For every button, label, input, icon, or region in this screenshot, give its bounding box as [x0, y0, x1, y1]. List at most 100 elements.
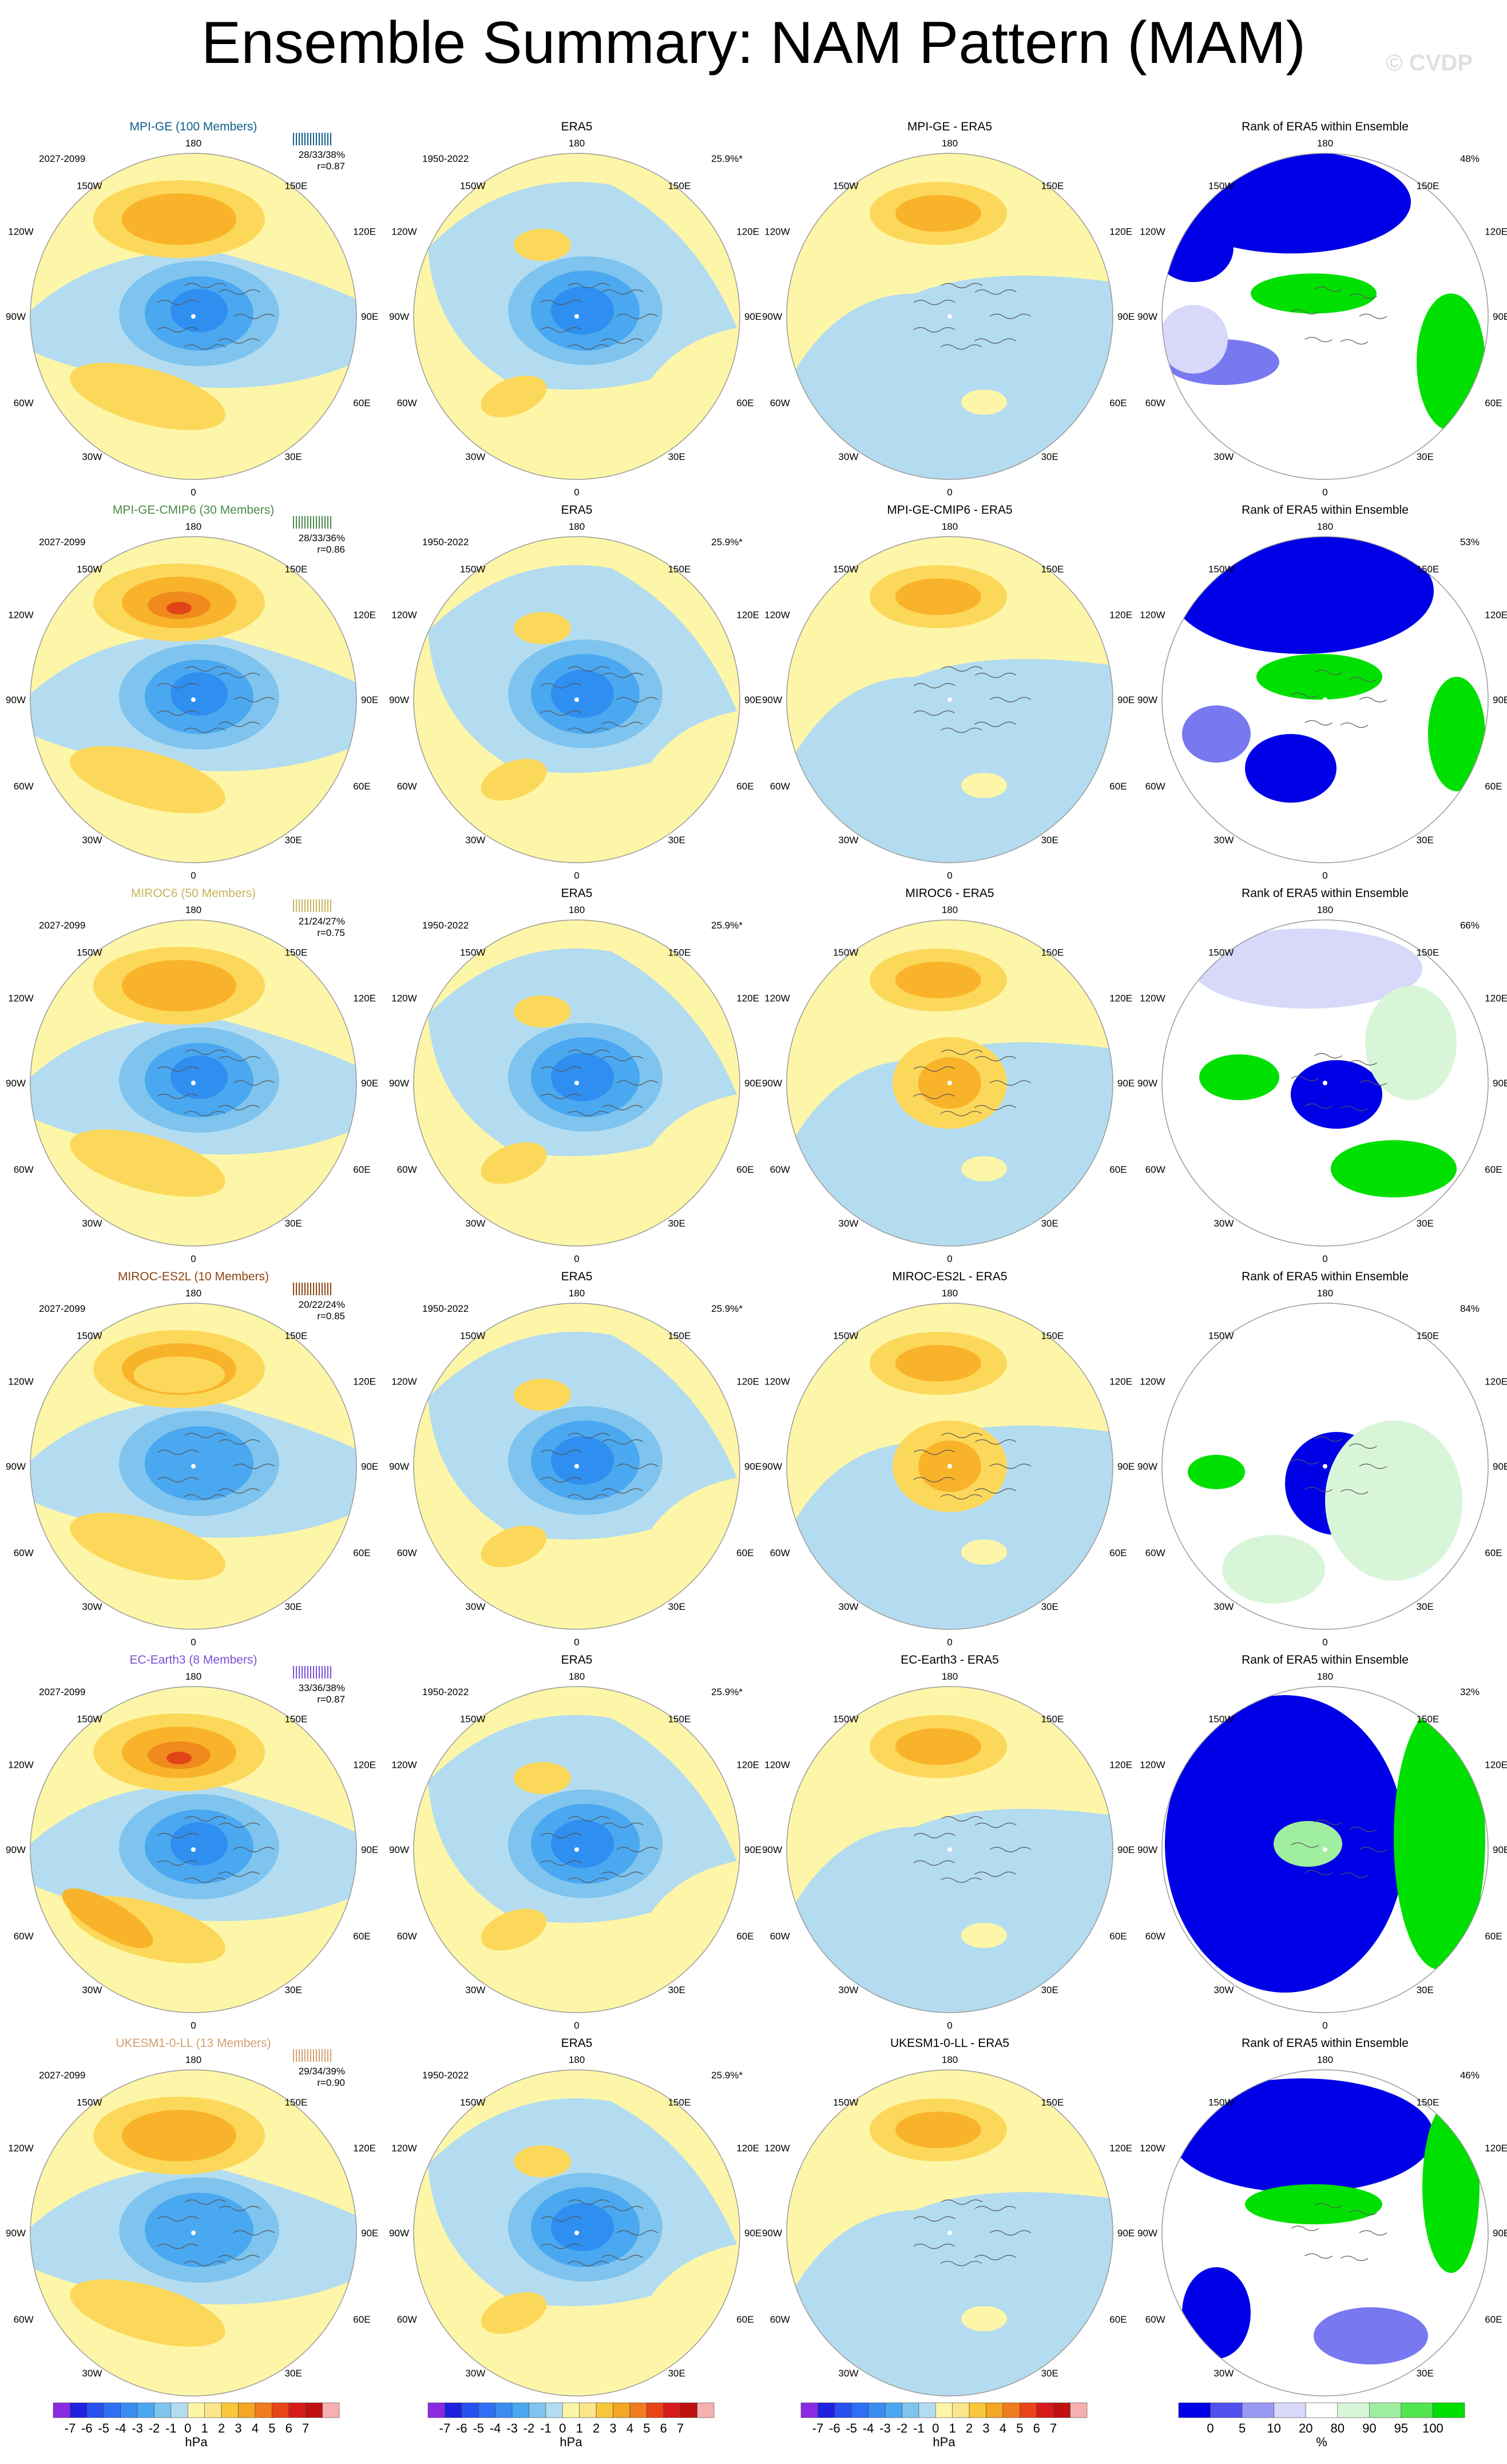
- longitude-label: 90E: [361, 1461, 378, 1472]
- difference-title: MPI-GE-CMIP6 - ERA5: [887, 503, 1012, 517]
- difference-panel: 180 0 150W 150E 120W 120E 90W 90E 60W 60E 30W 30E MP…: [762, 120, 1135, 498]
- map-boundary: [413, 1303, 740, 1630]
- era5-variance: 25.9%*: [711, 1687, 743, 1697]
- longitude-label: 150W: [77, 564, 102, 575]
- longitude-label: 150E: [1417, 1714, 1439, 1725]
- longitude-label: 60W: [770, 781, 790, 792]
- longitude-label: 180: [185, 904, 201, 915]
- longitude-label: 90E: [1493, 2228, 1507, 2239]
- longitude-label: 150W: [1208, 181, 1234, 192]
- longitude-label: 180: [942, 1288, 958, 1299]
- model-period: 2027-2099: [39, 537, 85, 547]
- colorbar-tick-label: 20: [1299, 2421, 1312, 2435]
- longitude-label: 120E: [1485, 1376, 1507, 1387]
- colorbar-swatch: [629, 2402, 647, 2418]
- longitude-label: 60W: [14, 398, 34, 408]
- era5-variance: 25.9%*: [711, 537, 743, 547]
- longitude-label: 60E: [1485, 1164, 1502, 1175]
- era5-variance: 25.9%*: [711, 1303, 743, 1314]
- colorbar-tick-label: 1: [576, 2421, 583, 2435]
- longitude-label: 90E: [1493, 695, 1507, 705]
- longitude-label: 90W: [1137, 1844, 1157, 1855]
- longitude-label: 120W: [391, 227, 417, 237]
- longitude-label: 0: [1322, 2020, 1327, 2031]
- longitude-label: 120E: [1109, 610, 1132, 621]
- colorbar-tick-label: 2: [593, 2421, 600, 2435]
- colorbar-swatch: [935, 2402, 953, 2418]
- longitude-label: 30E: [1041, 835, 1058, 846]
- difference-panel: 1800150W150E120W120E90W90E60W60E30W30EUK…: [762, 2037, 1135, 2414]
- map-boundary: [30, 919, 357, 1247]
- model-correlation: r=0.87: [317, 1694, 345, 1705]
- longitude-label: 90W: [1137, 695, 1157, 705]
- colorbar-tick-label: 3: [235, 2421, 241, 2435]
- colorbar-swatch: [663, 2402, 681, 2418]
- colorbar-swatch: [902, 2402, 919, 2418]
- longitude-label: 120W: [764, 2143, 790, 2154]
- longitude-label: 60W: [14, 2314, 34, 2325]
- longitude-label: 30E: [1417, 1601, 1434, 1612]
- model-correlation: r=0.75: [317, 927, 345, 938]
- longitude-label: 0: [191, 870, 196, 881]
- longitude-label: 180: [942, 904, 958, 915]
- colorbar-swatch: [851, 2402, 868, 2418]
- longitude-label: 120W: [391, 610, 417, 621]
- map-boundary: [30, 536, 357, 863]
- longitude-label: 120W: [391, 2143, 417, 2154]
- longitude-label: 0: [947, 870, 952, 881]
- longitude-label: 150E: [668, 181, 691, 192]
- longitude-label: 150W: [833, 1331, 858, 1342]
- colorbar-swatch: [529, 2402, 546, 2418]
- era5-variance: 25.9%*: [711, 920, 743, 931]
- longitude-label: 120E: [353, 610, 376, 621]
- colorbar-tick-label: -4: [115, 2421, 126, 2435]
- era5-title: ERA5: [561, 503, 593, 517]
- longitude-label: 180: [185, 2054, 201, 2065]
- longitude-label: 30E: [1041, 1985, 1058, 1995]
- model-title: MPI-GE-CMIP6 (30 Members): [113, 503, 274, 517]
- colorbar-swatch: [495, 2402, 513, 2418]
- longitude-label: 30W: [838, 835, 858, 846]
- longitude-label: 60E: [353, 398, 370, 408]
- colorbar-swatch: [53, 2402, 70, 2418]
- longitude-label: 60E: [1485, 1931, 1502, 1942]
- hpa-colorbar-2: -7 -6 -5 -4 -3 -2 -1 0 1 2 3 4 5 6 7 hPa: [427, 2402, 715, 2449]
- colorbar-swatch: [1401, 2402, 1433, 2418]
- longitude-label: 90E: [1493, 1844, 1507, 1855]
- longitude-label: 150E: [285, 1714, 308, 1725]
- colorbar-tick-label: 5: [1239, 2421, 1246, 2435]
- longitude-label: 60W: [770, 398, 790, 408]
- longitude-label: 30E: [1417, 1218, 1434, 1229]
- longitude-label: 30E: [285, 835, 302, 846]
- colorbar-swatch: [613, 2402, 630, 2418]
- rank-panel: 1800150W150E120W120E90W90E60W60E30W30ERa…: [1137, 2037, 1507, 2414]
- longitude-label: 120E: [736, 227, 759, 237]
- rank-percent: 48%: [1460, 153, 1480, 164]
- difference-title: MIROC-ES2L - ERA5: [892, 1270, 1007, 1283]
- difference-panel: 180 0 150W 150E 120W 120E 90W 90E 60W 60E 30W 30E MI…: [762, 1270, 1135, 1648]
- era5-panel: 180 0 150W 150E 120W 120E 90W 90E 60W 60E 30W 30E ER…: [389, 887, 762, 1264]
- longitude-label: 90W: [6, 2228, 26, 2239]
- longitude-label: 30W: [1213, 2368, 1234, 2379]
- longitude-label: 30W: [1213, 835, 1234, 846]
- colorbar-swatch: [680, 2402, 697, 2418]
- longitude-label: 60W: [14, 1164, 34, 1175]
- longitude-label: 60E: [1485, 1548, 1502, 1558]
- colorbar-swatch: [1305, 2402, 1338, 2418]
- longitude-label: 180: [185, 138, 201, 149]
- model-correlation: r=0.87: [317, 161, 345, 172]
- colorbar-swatch: [918, 2402, 936, 2418]
- longitude-label: 60W: [1145, 781, 1165, 792]
- hpa-colorbar-1: -7 -6 -5 -4 -3 -2 -1 0 1 2 3 4 5 6 7 hPa: [53, 2402, 340, 2449]
- longitude-label: 150W: [1208, 947, 1234, 958]
- longitude-label: 150E: [1417, 1331, 1439, 1342]
- model-stats: 29/34/39%: [299, 2066, 345, 2077]
- longitude-label: 60W: [14, 1931, 34, 1942]
- colorbar-swatch: [1002, 2402, 1020, 2418]
- longitude-label: 120W: [391, 993, 417, 1004]
- era5-period: 1950-2022: [422, 2070, 469, 2081]
- longitude-label: 120W: [8, 1376, 33, 1387]
- hpa-colorbar-3: -7 -6 -5 -4 -3 -2 -1 0 1 2 3 4 5 6 7 hPa: [800, 2402, 1088, 2449]
- longitude-label: 60E: [353, 1548, 370, 1558]
